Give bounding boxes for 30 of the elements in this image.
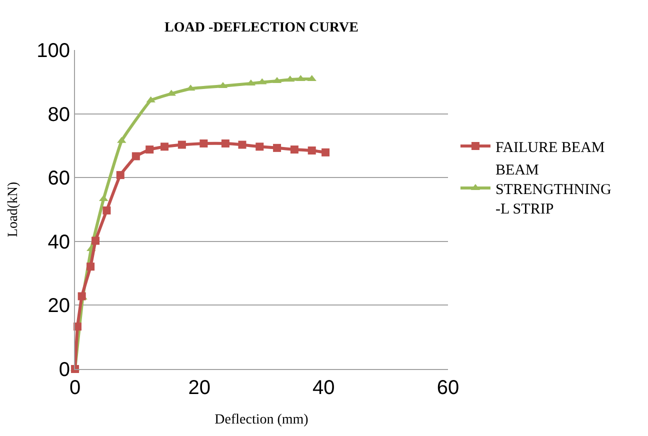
point — [256, 142, 264, 151]
point — [102, 206, 111, 214]
point — [116, 171, 124, 180]
legend-label: FAILURE BEAM — [495, 140, 605, 156]
point — [221, 139, 230, 148]
x-tick-label: 60 — [436, 377, 460, 399]
point — [322, 148, 330, 156]
x-tick-label: 40 — [312, 377, 335, 399]
y-tick-label: 0 — [58, 359, 70, 381]
y-tick-label: 40 — [48, 231, 70, 254]
point — [86, 262, 95, 271]
point — [178, 140, 186, 149]
point — [146, 146, 154, 154]
point — [160, 142, 169, 151]
y-tick-label: 80 — [48, 104, 70, 126]
y-axis-title: Load(kN) — [6, 182, 22, 238]
x-axis-title: Deflection (mm) — [214, 412, 309, 428]
point — [200, 139, 208, 148]
point — [92, 236, 100, 245]
y-tick-label: 60 — [48, 168, 70, 190]
point — [308, 146, 316, 154]
point — [290, 146, 298, 154]
x-tick-label: 20 — [188, 377, 210, 399]
point — [273, 144, 282, 152]
point — [132, 152, 140, 160]
y-tick-label: 100 — [36, 40, 70, 62]
point — [238, 140, 246, 149]
legend-label: BEAM STRENGTHNING -L STRIP — [495, 162, 612, 218]
chart-title: LOAD -DEFLECTION CURVE — [164, 20, 358, 36]
y-tick-label: 20 — [48, 295, 70, 318]
